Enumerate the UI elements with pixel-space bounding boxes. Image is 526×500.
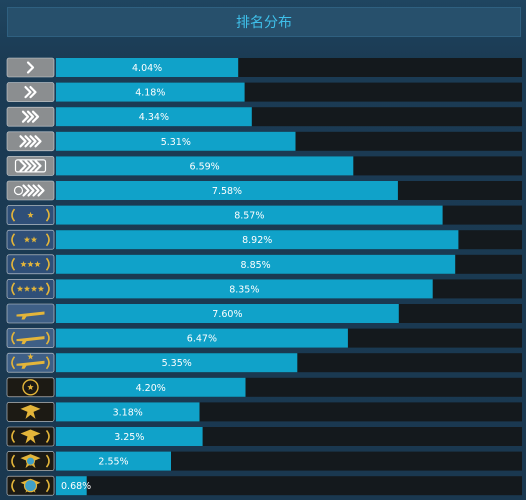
bar-track [56, 451, 522, 471]
bar-value-label: 5.35% [162, 358, 192, 369]
bar-gold-nova-1 [56, 205, 443, 225]
rank-badge-silver-2-icon [6, 82, 55, 102]
bar-gold-nova-2 [56, 230, 459, 250]
bar-gold-nova-3 [56, 254, 456, 274]
bar-value-label: 4.20% [136, 383, 166, 394]
rank-badge-legendary-eagle-icon [6, 402, 55, 422]
bar-legendary-eagle-master [56, 427, 203, 446]
rank-badge-gold-nova-2-icon [6, 229, 55, 250]
rank-badge-distinguished-master-guardian-icon [6, 377, 55, 398]
rank-badge-silver-4-icon [6, 131, 55, 152]
bar-value-label: 3.25% [114, 432, 144, 443]
bar-value-label: 8.85% [241, 260, 271, 271]
rank-badge-master-guardian-2-icon [6, 328, 55, 348]
rank-badge-silver-elite-master-icon [6, 180, 55, 201]
bar-master-guardian-elite [56, 353, 298, 373]
bar-legendary-eagle [56, 402, 200, 422]
bar-silver-4 [56, 131, 296, 151]
bar-value-label: 6.59% [190, 161, 220, 172]
bar-value-label: 4.18% [135, 88, 165, 99]
bar-value-label: 7.60% [212, 309, 242, 320]
bar-master-guardian-1 [56, 304, 399, 323]
bar-distinguished-master-guardian [56, 377, 246, 397]
rank-badge-master-guardian-1-icon [6, 303, 55, 324]
bar-gold-nova-master [56, 279, 433, 299]
rank-badge-gold-nova-3-icon [6, 254, 55, 275]
bar-silver-elite [56, 156, 354, 176]
bar-master-guardian-2 [56, 328, 348, 348]
bar-value-label: 2.55% [98, 457, 128, 468]
bar-value-label: 8.57% [234, 211, 264, 222]
bar-value-label: 8.35% [229, 284, 259, 295]
bar-silver-2 [56, 82, 245, 102]
rank-badge-silver-elite-icon [6, 156, 55, 176]
rank-badge-silver-3-icon [6, 106, 55, 127]
bar-value-label: 6.47% [187, 334, 217, 345]
page-title: 排名分布 [7, 7, 521, 37]
bar-value-label: 0.68% [61, 481, 91, 492]
bar-value-label: 5.31% [161, 137, 191, 148]
rank-badge-global-elite-icon [6, 475, 55, 496]
bar-value-label: 7.58% [212, 186, 242, 197]
rank-badge-legendary-eagle-master-icon [6, 426, 55, 447]
rank-badge-supreme-master-first-class-icon [6, 451, 55, 471]
rank-badge-master-guardian-elite-icon [6, 352, 55, 373]
rank-badge-gold-nova-master-icon [6, 279, 55, 299]
bar-track [56, 476, 522, 496]
bar-value-label: 4.04% [132, 63, 162, 74]
bar-silver-3 [56, 107, 252, 127]
bar-global-elite [56, 476, 87, 496]
bar-silver-1 [56, 58, 239, 77]
rank-badge-silver-1-icon [6, 57, 55, 78]
bar-supreme-master-first-class [56, 451, 171, 471]
bar-value-label: 8.92% [242, 235, 272, 246]
bar-value-label: 3.18% [113, 407, 143, 418]
bar-silver-elite-master [56, 181, 398, 200]
bar-value-label: 4.34% [139, 112, 169, 123]
rank-badge-gold-nova-1-icon [6, 205, 55, 225]
